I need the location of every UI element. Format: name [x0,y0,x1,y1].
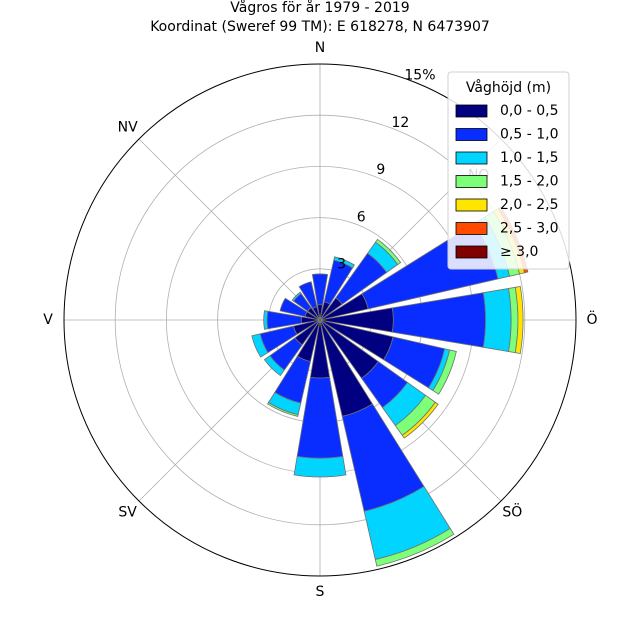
legend-swatch [455,198,488,212]
rose-bar-segment [311,273,329,306]
legend-swatch [455,245,488,259]
legend-label: 1,5 - 2,0 [500,174,558,190]
rose-bar-segment [251,333,269,358]
legend-swatch [455,175,488,188]
rose-bar-segment [514,286,524,354]
rose-bar-segment [263,310,269,330]
legend-swatch [455,151,488,165]
legend-swatch [455,222,488,235]
rose-bar-segment [263,355,285,377]
direction-label: Ö [586,310,597,328]
direction-label: V [43,312,53,328]
rose-bar-segment [482,287,512,353]
rose-bar-segment [298,281,318,309]
legend-swatch [455,128,488,141]
legend: Våghöjd (m) 0,0 - 0,5 0,5 - 1,0 1,0 - 1,5 1,… [447,71,570,270]
direction-label: NV [118,120,138,136]
direction-label: SÖ [502,502,522,520]
radial-tick-label: 9 [376,162,385,178]
rose-bar-segment [333,256,355,269]
radial-tick-label: 3 [337,257,346,273]
legend-label: 0,5 - 1,0 [500,127,558,143]
rose-bar-segment [374,527,455,567]
legend-label: ≥ 3,0 [500,244,538,260]
rose-bar-segment [374,238,402,266]
direction-label: S [316,584,325,600]
plot-frame [63,63,577,577]
chart-subtitle: Koordinat (Sweref 99 TM): E 618278, N 64… [150,19,490,35]
rose-bars [63,63,577,577]
direction-label: SV [118,504,137,520]
legend-label: 2,5 - 3,0 [500,221,558,237]
rose-bar-segment [432,349,457,395]
direction-label: N [315,40,325,56]
legend-label: 0,0 - 0,5 [500,103,558,119]
rose-bar-segment [293,455,347,478]
legend-label: 2,0 - 2,5 [500,197,558,213]
radial-grid-circle [114,114,526,526]
radial-tick-label: 6 [357,209,366,225]
axis-labels: NÖSÖSSVVNVNO3691215% [43,40,597,600]
rose-bar-segment [401,401,439,439]
rose-bar-segment [291,291,302,302]
legend-swatch [455,104,488,118]
spoke-line [138,138,321,321]
rose-bar-segment [279,297,308,318]
chart-title: Vågros för år 1979 - 2019 [230,0,410,16]
radial-tick-label: 12 [391,115,409,131]
radial-tick-label: 15% [404,67,435,83]
rose-bar-segment [266,401,299,417]
legend-label: 1,0 - 1,5 [500,150,558,166]
legend-title: Våghöjd (m) [466,79,551,96]
legend-box [447,71,570,270]
